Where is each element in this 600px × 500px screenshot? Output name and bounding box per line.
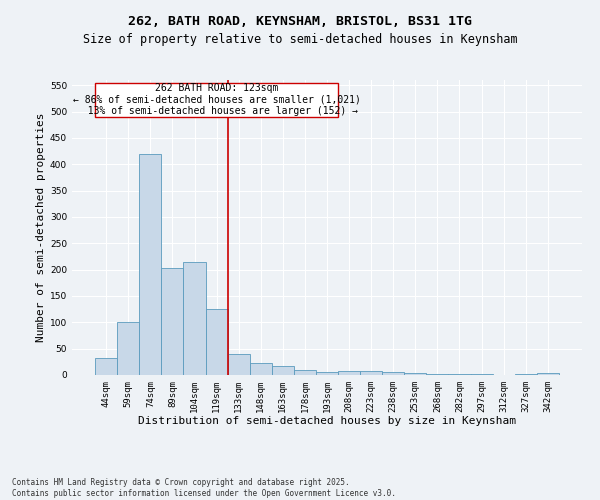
Bar bbox=[117, 322, 139, 375]
Bar bbox=[382, 372, 404, 375]
Bar bbox=[206, 308, 227, 375]
Y-axis label: Number of semi-detached properties: Number of semi-detached properties bbox=[36, 113, 46, 342]
Text: Size of property relative to semi-detached houses in Keynsham: Size of property relative to semi-detach… bbox=[83, 32, 517, 46]
Bar bbox=[272, 366, 294, 375]
Text: 262 BATH ROAD: 123sqm
← 86% of semi-detached houses are smaller (1,021)
  13% of: 262 BATH ROAD: 123sqm ← 86% of semi-deta… bbox=[73, 83, 361, 116]
Text: 262, BATH ROAD, KEYNSHAM, BRISTOL, BS31 1TG: 262, BATH ROAD, KEYNSHAM, BRISTOL, BS31 … bbox=[128, 15, 472, 28]
Bar bbox=[184, 262, 206, 375]
Bar bbox=[227, 354, 250, 375]
Text: Contains HM Land Registry data © Crown copyright and database right 2025.
Contai: Contains HM Land Registry data © Crown c… bbox=[12, 478, 396, 498]
FancyBboxPatch shape bbox=[95, 82, 338, 117]
Bar bbox=[360, 372, 382, 375]
Bar bbox=[95, 358, 117, 375]
Bar bbox=[515, 374, 537, 375]
X-axis label: Distribution of semi-detached houses by size in Keynsham: Distribution of semi-detached houses by … bbox=[138, 416, 516, 426]
Bar bbox=[470, 374, 493, 375]
Bar bbox=[294, 370, 316, 375]
Bar bbox=[338, 372, 360, 375]
Bar bbox=[316, 372, 338, 375]
Bar bbox=[427, 374, 448, 375]
Bar bbox=[139, 154, 161, 375]
Bar bbox=[404, 374, 427, 375]
Bar bbox=[537, 374, 559, 375]
Bar bbox=[161, 268, 184, 375]
Bar bbox=[448, 374, 470, 375]
Bar bbox=[250, 363, 272, 375]
